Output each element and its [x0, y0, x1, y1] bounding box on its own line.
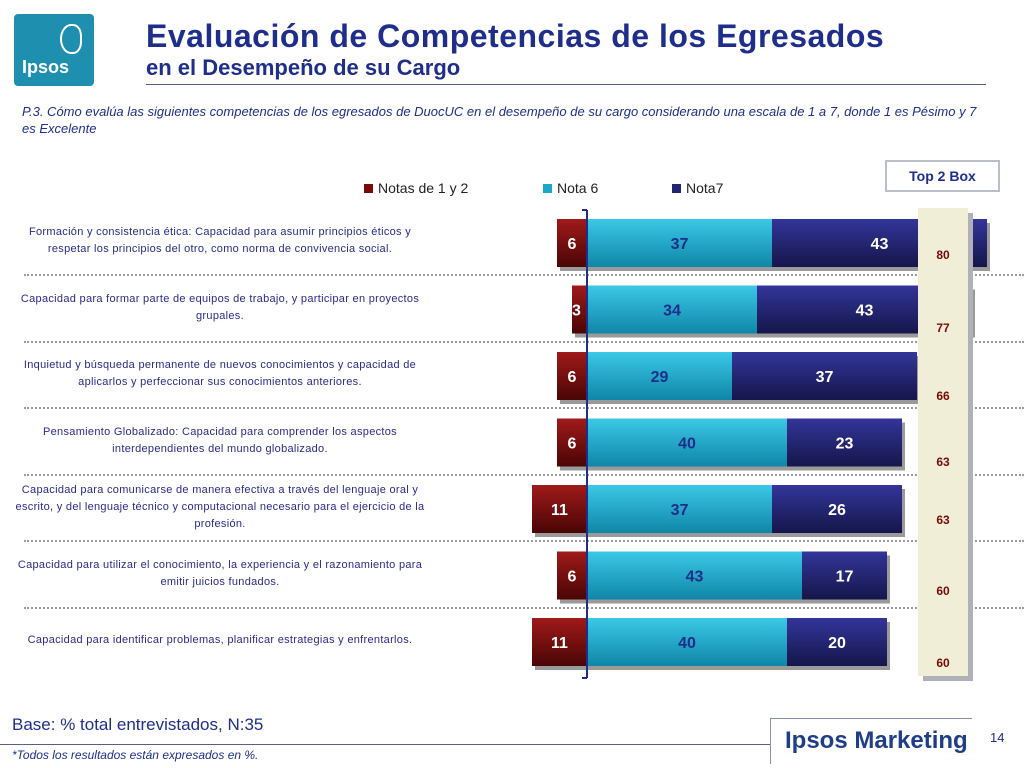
legend-swatch-nota6 — [543, 183, 552, 193]
bar-low-3 — [557, 418, 587, 467]
legend-item-nota7: Nota7 — [672, 180, 723, 196]
data-label-low-5: 6 — [568, 569, 577, 586]
bar-nota6-4 — [587, 485, 772, 533]
bar-low-6 — [532, 618, 587, 666]
data-label-low-2: 6 — [568, 369, 577, 386]
category-label: Capacidad para comunicarse de manera efe… — [0, 482, 440, 533]
category-label-line: Formación y consistencia ética: Capacida… — [28, 226, 411, 238]
row-separator — [24, 274, 1024, 277]
title-divider — [146, 84, 986, 85]
data-label-nota6-5: 43 — [686, 569, 704, 586]
data-label-nota6-2: 29 — [651, 369, 669, 386]
bar-nota6-3 — [587, 418, 787, 467]
category-label-line: aplicarlos y perfeccionar sus conocimien… — [78, 376, 362, 388]
row-separator — [24, 473, 1024, 476]
page-number: 14 — [990, 730, 1005, 745]
bar-nota7-6 — [787, 618, 887, 666]
bar-low-0 — [557, 219, 587, 267]
data-label-low-1: 3 — [572, 303, 581, 320]
top2-value: 80 — [936, 248, 950, 262]
category-label-line: Capacidad para identificar problemas, pl… — [27, 633, 413, 646]
ipsos-marketing-brand: Ipsos Marketing — [770, 718, 972, 764]
category-label-line: escrito, y del lenguaje técnico y comput… — [15, 500, 425, 513]
category-label-line: Capacidad para formar parte de equipos d… — [20, 292, 420, 305]
category-label-line: Pensamiento Globalizado: Capacidad para … — [43, 425, 397, 438]
legend-swatch-nota7 — [672, 183, 681, 193]
bar-nota7-5 — [802, 551, 887, 600]
page-subtitle: en el Desempeño de su Cargo — [146, 55, 461, 80]
row-separator — [24, 407, 1024, 410]
legend-item-low: Notas de 1 y 2 — [364, 180, 468, 196]
top2-value: 60 — [936, 656, 950, 670]
row-separator — [24, 340, 1024, 343]
data-label-low-4: 11 — [551, 502, 568, 519]
category-label: Capacidad para utilizar el conocimiento,… — [0, 557, 440, 591]
bar-nota6-2 — [587, 352, 732, 400]
top2-value: 77 — [936, 321, 950, 335]
bar-nota7-2 — [732, 352, 917, 400]
legend-item-nota6: Nota 6 — [543, 180, 598, 196]
footer-divider — [0, 744, 770, 745]
bar-nota7-4 — [772, 485, 902, 533]
bar-low-2 — [557, 352, 587, 400]
category-label-line: Capacidad para utilizar el conocimiento,… — [17, 558, 423, 571]
bar-nota6-6 — [587, 618, 787, 666]
bar-nota6-1 — [587, 285, 757, 334]
category-label: Inquietud y búsqueda permanente de nuevo… — [0, 357, 440, 391]
data-label-nota6-4: 37 — [671, 502, 689, 519]
top2-value: 63 — [936, 513, 950, 527]
legend-label-nota6: Nota 6 — [557, 180, 599, 196]
bar-nota6-5 — [587, 551, 802, 600]
top2-value: 66 — [936, 389, 950, 403]
ipsos-logo: Ipsos — [14, 14, 94, 86]
data-label-nota6-3: 40 — [678, 436, 696, 453]
footnote: *Todos los resultados están expresados e… — [12, 748, 259, 762]
legend-label-nota7: Nota7 — [686, 180, 724, 196]
top2-value: 63 — [936, 455, 950, 469]
data-label-low-3: 6 — [568, 436, 577, 453]
category-label: Capacidad para identificar problemas, pl… — [0, 632, 440, 649]
category-label-line: Inquietud y búsqueda permanente de nuevo… — [23, 359, 417, 371]
bar-low-1 — [572, 285, 587, 334]
data-label-nota6-0: 37 — [671, 236, 689, 253]
category-label: Formación y consistencia ética: Capacida… — [0, 224, 440, 258]
top2-box-column — [918, 208, 968, 676]
top2-box-header: Top 2 Box — [885, 160, 1000, 192]
row-separator — [24, 540, 1024, 543]
page-title: Evaluación de Competencias de los Egresa… — [146, 18, 885, 54]
data-label-nota6-6: 40 — [678, 635, 696, 652]
bar-nota7-3 — [787, 418, 902, 467]
data-label-nota7-1: 43 — [856, 303, 874, 320]
top2-value: 60 — [936, 584, 950, 598]
category-label-line: interdependientes del mundo globalizado. — [112, 442, 328, 455]
logo-text: Ipsos — [22, 57, 70, 77]
head-profile-icon — [60, 24, 82, 54]
row-separator — [24, 606, 1024, 609]
data-label-low-0: 6 — [568, 236, 577, 253]
data-label-nota7-6: 20 — [828, 635, 846, 652]
data-label-nota6-1: 34 — [663, 303, 681, 320]
data-label-nota7-0: 43 — [871, 236, 889, 253]
legend-swatch-low — [364, 183, 373, 193]
bar-nota6-0 — [587, 219, 772, 267]
category-label-line: profesión. — [194, 517, 246, 530]
data-label-nota7-4: 26 — [828, 502, 846, 519]
category-label: Capacidad para formar parte de equipos d… — [0, 291, 440, 325]
data-label-nota7-3: 23 — [836, 436, 854, 453]
bar-low-4 — [532, 485, 587, 533]
legend-label-low: Notas de 1 y 2 — [378, 180, 469, 196]
category-label-line: grupales. — [196, 309, 244, 322]
question-text: P.3. Cómo evalúa las siguientes competen… — [22, 104, 977, 136]
data-label-low-6: 11 — [551, 635, 568, 652]
data-label-nota7-5: 17 — [836, 569, 854, 586]
bar-low-5 — [557, 551, 587, 600]
base-note: Base: % total entrevistados, N:35 — [12, 715, 264, 734]
category-label: Pensamiento Globalizado: Capacidad para … — [0, 424, 440, 458]
data-label-nota7-2: 37 — [816, 369, 834, 386]
category-label-line: Capacidad para comunicarse de manera efe… — [21, 483, 419, 496]
category-label-line: respetar los principios del otro, como n… — [47, 243, 393, 255]
category-label-line: emitir juicios fundados. — [160, 575, 280, 588]
